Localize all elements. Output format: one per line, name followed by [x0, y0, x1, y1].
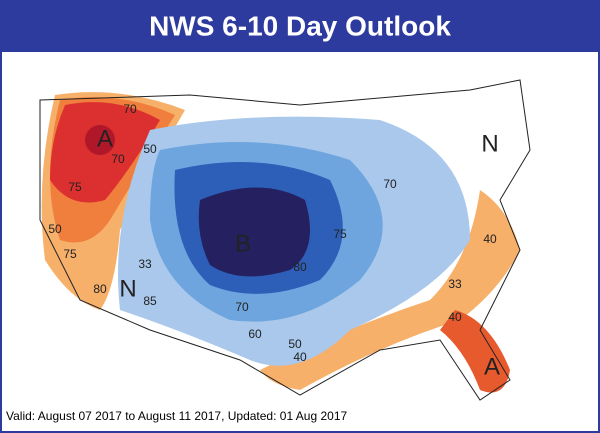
contour-label: 80	[93, 282, 107, 296]
contour-label: 75	[68, 180, 82, 194]
contour-label: 75	[63, 247, 77, 261]
contour-label: 40	[448, 310, 462, 324]
warm-region	[440, 310, 510, 393]
contour-label: 80	[293, 260, 307, 274]
contour-label: 70	[383, 177, 397, 191]
title-bar	[2, 2, 598, 52]
contour-label: 70	[123, 102, 137, 116]
region-letter: B	[235, 230, 251, 257]
contour-label: 60	[248, 327, 262, 341]
region-letter: N	[119, 275, 136, 302]
contour-label: 85	[143, 294, 157, 308]
region-letter: A	[97, 125, 113, 152]
contour-label: 50	[143, 142, 157, 156]
contour-label: 40	[293, 350, 307, 364]
contour-label: 33	[138, 257, 152, 271]
contour-label: 70	[235, 300, 249, 314]
country-outline	[39, 79, 531, 401]
contour-label: 50	[288, 337, 302, 351]
cool-core	[198, 187, 310, 277]
warm-core	[85, 125, 115, 155]
region-letter: A	[484, 353, 500, 380]
contour-label: 33	[448, 277, 462, 291]
contour-label: 40	[483, 232, 497, 246]
contour-label: 50	[48, 222, 62, 236]
footer-bg	[2, 406, 422, 426]
title: NWS 6-10 Day Outlook	[149, 10, 451, 41]
contour-label: 70	[111, 152, 125, 166]
map-area	[39, 79, 531, 401]
contour-label: 75	[333, 227, 347, 241]
region-letter: N	[481, 130, 498, 157]
footer: Valid: August 07 2017 to August 11 2017,…	[6, 409, 347, 423]
